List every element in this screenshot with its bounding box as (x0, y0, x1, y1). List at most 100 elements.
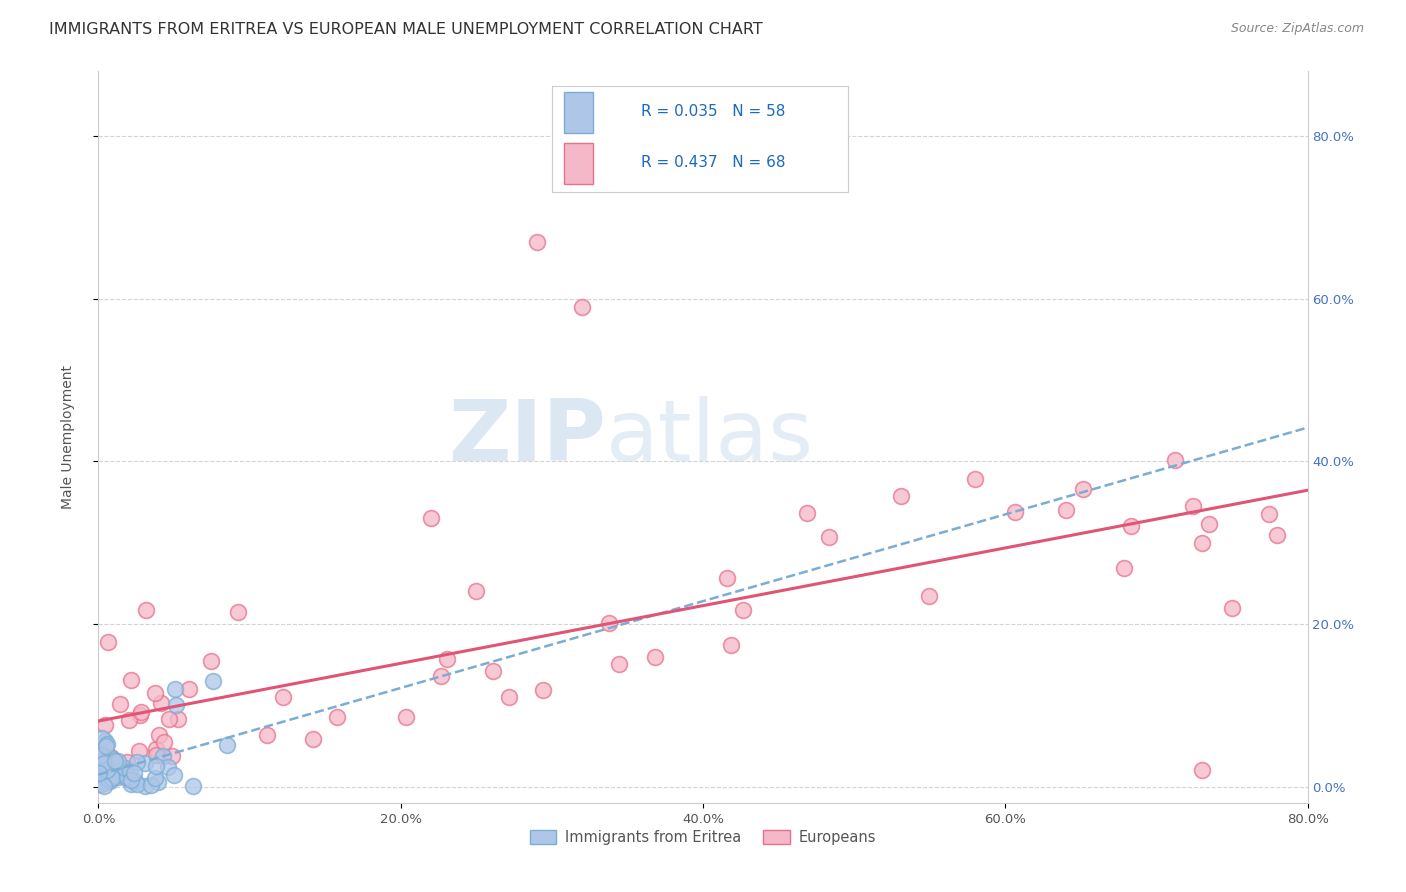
Point (129, 705, 152, 719)
Point (135, 603, 157, 617)
Point (96, 763, 118, 777)
Point (120, 777, 142, 791)
Point (134, 756, 156, 771)
Point (93, 766, 115, 780)
Point (117, 713, 139, 727)
Point (96, 739, 118, 753)
Point (202, 673, 225, 688)
Point (87, 765, 110, 780)
Point (117, 770, 139, 784)
Point (720, 638, 742, 652)
Point (97, 753, 120, 767)
Point (101, 771, 124, 785)
Point (104, 769, 127, 783)
Point (152, 749, 174, 764)
Point (124, 774, 146, 789)
Point (98, 773, 121, 788)
Point (271, 690, 294, 705)
Point (103, 763, 125, 777)
Point (118, 764, 141, 778)
Point (152, 735, 174, 749)
Point (122, 766, 145, 780)
Point (149, 696, 172, 710)
Point (143, 686, 166, 700)
Point (420, 511, 443, 525)
Point (1054, 503, 1077, 517)
Point (818, 530, 841, 544)
Point (326, 709, 349, 723)
Point (90, 760, 112, 774)
Point (160, 749, 183, 764)
Point (110, 698, 132, 712)
Point (87, 773, 110, 788)
Point (145, 758, 167, 772)
Point (1182, 500, 1205, 514)
Point (94, 772, 117, 786)
Point (94, 757, 117, 772)
Point (93, 753, 115, 767)
Point (96, 774, 118, 789)
Point (89, 745, 111, 759)
Point (1191, 764, 1213, 778)
Text: IMMIGRANTS FROM ERITREA VS EUROPEAN MALE UNEMPLOYMENT CORRELATION CHART: IMMIGRANTS FROM ERITREA VS EUROPEAN MALE… (49, 22, 763, 37)
Point (526, 235, 548, 249)
Point (91, 774, 114, 789)
Point (163, 681, 186, 696)
Point (89, 757, 111, 772)
Point (716, 571, 738, 585)
Point (96, 737, 118, 751)
Point (94, 759, 117, 773)
Point (918, 589, 941, 603)
Point (200, 654, 222, 668)
Point (128, 744, 150, 758)
Point (93, 765, 115, 780)
Point (465, 584, 488, 599)
Point (177, 681, 200, 696)
Point (105, 762, 128, 776)
Point (1071, 482, 1094, 496)
Point (181, 779, 204, 793)
Point (163, 768, 186, 782)
Point (1220, 600, 1243, 615)
Point (571, 300, 593, 314)
Y-axis label: Male Unemployment: Male Unemployment (60, 365, 75, 509)
Point (482, 664, 505, 678)
Point (93, 779, 115, 793)
Point (1267, 527, 1289, 541)
Point (429, 668, 451, 682)
Point (107, 770, 129, 784)
Text: atlas: atlas (606, 395, 814, 479)
Point (395, 710, 418, 724)
Point (120, 673, 142, 687)
Point (94, 770, 117, 784)
Point (156, 760, 179, 774)
Point (97, 635, 120, 649)
Point (157, 713, 180, 727)
Point (93, 756, 115, 770)
Point (145, 741, 167, 756)
Point (91, 731, 114, 745)
Point (94, 718, 117, 732)
Point (733, 603, 755, 617)
Legend: Immigrants from Eritrea, Europeans: Immigrants from Eritrea, Europeans (524, 823, 882, 850)
Point (301, 732, 323, 747)
Point (114, 761, 136, 775)
Point (166, 712, 188, 726)
Point (101, 752, 124, 766)
Point (104, 754, 127, 768)
Point (148, 728, 170, 742)
Point (117, 771, 139, 785)
Point (89, 769, 111, 783)
Text: ZIP: ZIP (449, 395, 606, 479)
Point (127, 755, 149, 769)
Point (226, 606, 249, 620)
Point (96, 756, 118, 771)
Point (890, 489, 912, 503)
Point (1004, 505, 1026, 519)
Point (97, 772, 120, 786)
Point (97, 774, 120, 789)
Point (644, 650, 666, 665)
Point (139, 779, 162, 793)
Point (1164, 453, 1187, 467)
Point (107, 755, 129, 769)
